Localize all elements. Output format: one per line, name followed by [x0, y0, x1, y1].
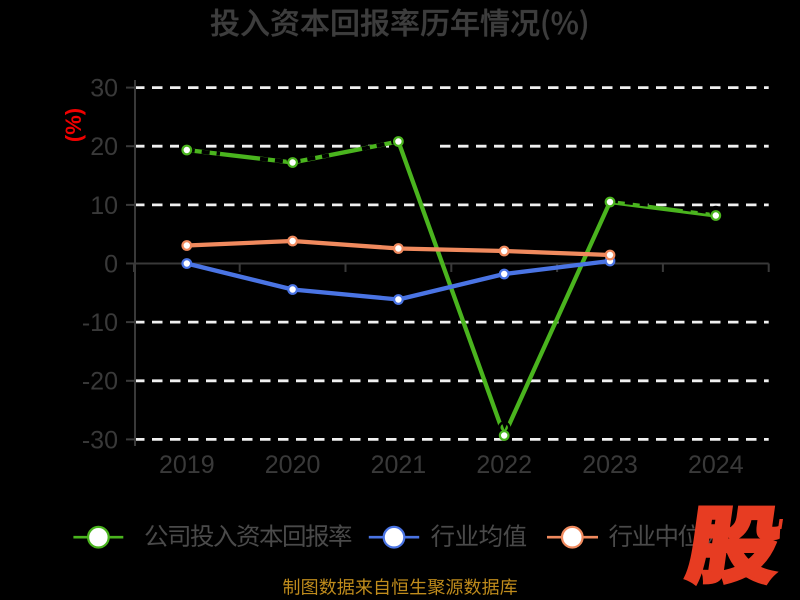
svg-text:2019: 2019 [159, 451, 215, 479]
svg-text:10: 10 [90, 192, 118, 220]
svg-text:0: 0 [104, 250, 118, 278]
svg-text:20: 20 [90, 133, 118, 161]
svg-text:2022: 2022 [476, 451, 532, 479]
svg-text:-20: -20 [82, 368, 118, 396]
svg-text:2021: 2021 [371, 451, 427, 479]
svg-text:2024: 2024 [688, 451, 744, 479]
svg-text:2023: 2023 [582, 451, 638, 479]
svg-text:30: 30 [90, 75, 118, 103]
svg-text:-10: -10 [82, 309, 118, 337]
svg-text:(%): (%) [61, 108, 86, 142]
svg-text:2020: 2020 [265, 451, 321, 479]
svg-text:-30: -30 [82, 426, 118, 454]
